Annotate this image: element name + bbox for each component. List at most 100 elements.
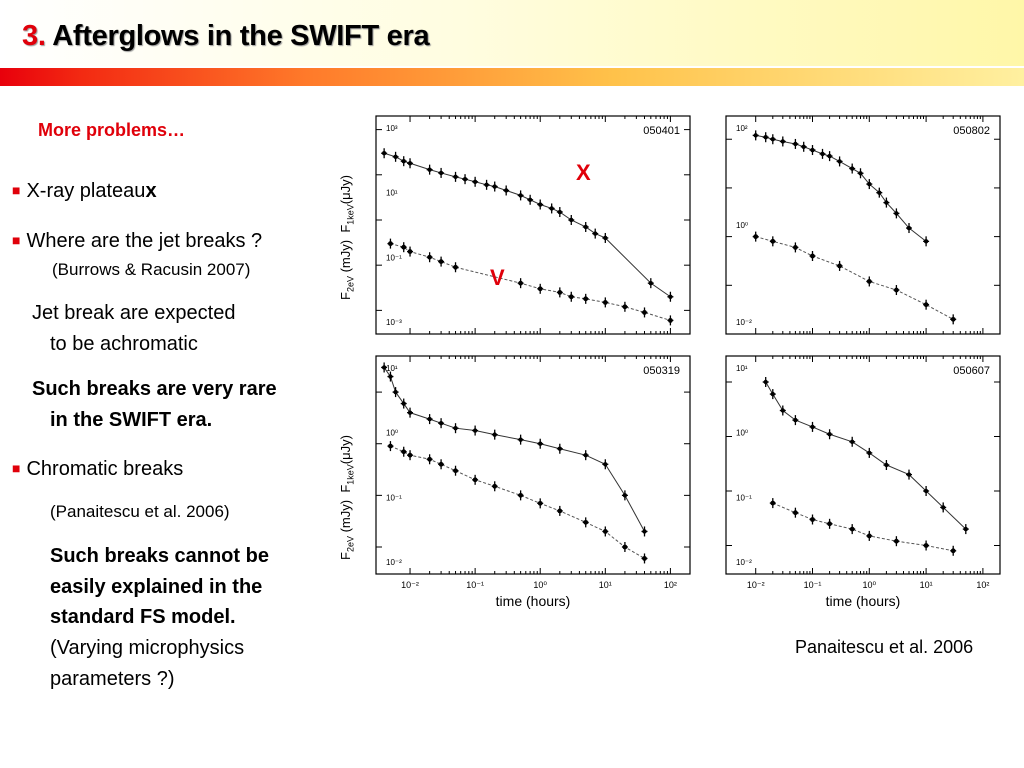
- optical-point: [950, 316, 956, 322]
- optical-point: [894, 538, 899, 544]
- xray-point: [820, 151, 825, 157]
- xray-point: [583, 224, 588, 230]
- y-tick-label: 10⁻²: [736, 318, 752, 327]
- panel-050802: 10⁻² 10⁰ 10² 050802: [718, 112, 1008, 344]
- xray-point: [780, 139, 786, 144]
- xray-point: [810, 424, 815, 430]
- optical-point: [388, 241, 393, 247]
- xray-point: [401, 158, 406, 164]
- xray-point: [648, 280, 654, 286]
- xray-point: [622, 493, 628, 498]
- optical-model-line: [755, 236, 954, 320]
- jb-line2: to be achromatic: [50, 333, 198, 355]
- xray-point: [484, 182, 489, 188]
- title-band: [0, 0, 1024, 66]
- label-v: V: [490, 265, 505, 290]
- xray-point: [850, 166, 855, 171]
- optical-point: [427, 254, 433, 260]
- xray-point: [923, 488, 929, 494]
- xray-point: [492, 184, 497, 189]
- optical-point: [583, 296, 589, 302]
- xray-point: [668, 294, 673, 299]
- rare-line2: in the SWIFT era.: [50, 409, 213, 431]
- xray-point: [763, 379, 768, 385]
- b1-text: X-ray plateau: [26, 180, 146, 202]
- optical-point: [557, 289, 563, 295]
- optical-point: [407, 452, 413, 458]
- xray-point: [801, 144, 806, 149]
- optical-point: [557, 508, 563, 514]
- jb-line1: Jet break are expected: [32, 302, 236, 324]
- heading: More problems…: [38, 120, 186, 140]
- x-tick-label: 10⁰: [533, 580, 547, 590]
- xray-point: [963, 526, 969, 532]
- xray-point: [877, 190, 882, 195]
- xray-point: [763, 135, 768, 140]
- xray-point: [906, 225, 912, 231]
- panel-050401: 10⁻³ 10⁻¹ 10¹ 10³ 050401: [362, 112, 707, 344]
- fs-line4: (Varying microphysics: [50, 637, 245, 659]
- xray-point: [381, 151, 387, 156]
- optical-point: [407, 249, 413, 254]
- xray-point: [867, 181, 872, 187]
- xray-point: [923, 239, 929, 244]
- bullet-xray-plateau: ■ X-ray plateaux: [12, 180, 157, 203]
- optical-point: [472, 477, 478, 483]
- optical-model-line: [772, 502, 954, 552]
- y-tick-label: 10¹: [386, 364, 398, 373]
- b2-ref: (Burrows & Racusin 2007): [52, 260, 251, 279]
- optical-point: [894, 287, 899, 293]
- xray-point: [557, 209, 563, 215]
- xray-point: [827, 432, 832, 437]
- optical-point: [453, 264, 458, 270]
- b3-ref: (Panaitescu et al. 2006): [50, 502, 230, 521]
- optical-point: [849, 526, 855, 532]
- optical-point: [810, 517, 815, 522]
- bullet-jet-breaks: ■ Where are the jet breaks ?: [12, 230, 262, 253]
- y-tick-label: 10⁻³: [386, 318, 402, 327]
- xray-point: [393, 389, 398, 395]
- optical-point: [642, 310, 647, 315]
- x-axis-label: time (hours): [496, 593, 571, 609]
- panel-050319: 10⁻² 10⁻¹ 10⁰ 10¹ 050319 10⁻² 10⁻¹ 10⁰ 10¹ 10² tim…: [362, 352, 707, 617]
- optical-point: [401, 244, 407, 250]
- bullet-square-icon: ■: [12, 232, 21, 248]
- optical-point: [642, 556, 647, 561]
- rare-line1: Such breaks are very rare: [32, 378, 277, 400]
- xray-point: [603, 235, 608, 241]
- xray-point: [894, 211, 899, 216]
- xray-point: [827, 153, 832, 159]
- y-tick-label: 10¹: [386, 189, 398, 198]
- xray-point: [884, 200, 889, 205]
- x-axis-label: time (hours): [826, 593, 901, 609]
- xray-point: [770, 137, 775, 142]
- fs-line1: Such breaks cannot be: [50, 545, 269, 567]
- y-tick-label: 10⁰: [736, 221, 748, 230]
- xray-point: [453, 174, 458, 180]
- x-tick-label: 10¹: [920, 580, 933, 590]
- xray-point: [407, 161, 413, 166]
- y-tick-label: 10¹: [736, 364, 748, 373]
- xray-point: [472, 179, 478, 184]
- title-underline: [0, 68, 1024, 86]
- title-number: 3.: [22, 20, 46, 52]
- optical-point: [810, 253, 815, 259]
- y-tick-label: 10⁻¹: [736, 493, 752, 502]
- xray-point: [438, 420, 444, 426]
- ylabel-top: F2eV (mJy) F1keV(μJy): [338, 175, 356, 300]
- xray-point: [793, 417, 798, 423]
- xray-point: [642, 529, 647, 534]
- optical-point: [537, 500, 543, 506]
- xray-model-line: [755, 134, 927, 242]
- optical-point: [753, 234, 759, 240]
- plot-frame: [725, 115, 1001, 335]
- plot-frame: [725, 355, 1001, 575]
- optical-point: [668, 317, 673, 323]
- xray-point: [603, 462, 608, 467]
- xray-point: [858, 171, 863, 176]
- b3-text: Chromatic breaks: [26, 458, 184, 480]
- xray-point: [393, 154, 398, 160]
- b2-text: Where are the jet breaks ?: [26, 230, 263, 252]
- xray-point: [583, 452, 588, 458]
- y-tick-label: 10⁻¹: [386, 253, 402, 262]
